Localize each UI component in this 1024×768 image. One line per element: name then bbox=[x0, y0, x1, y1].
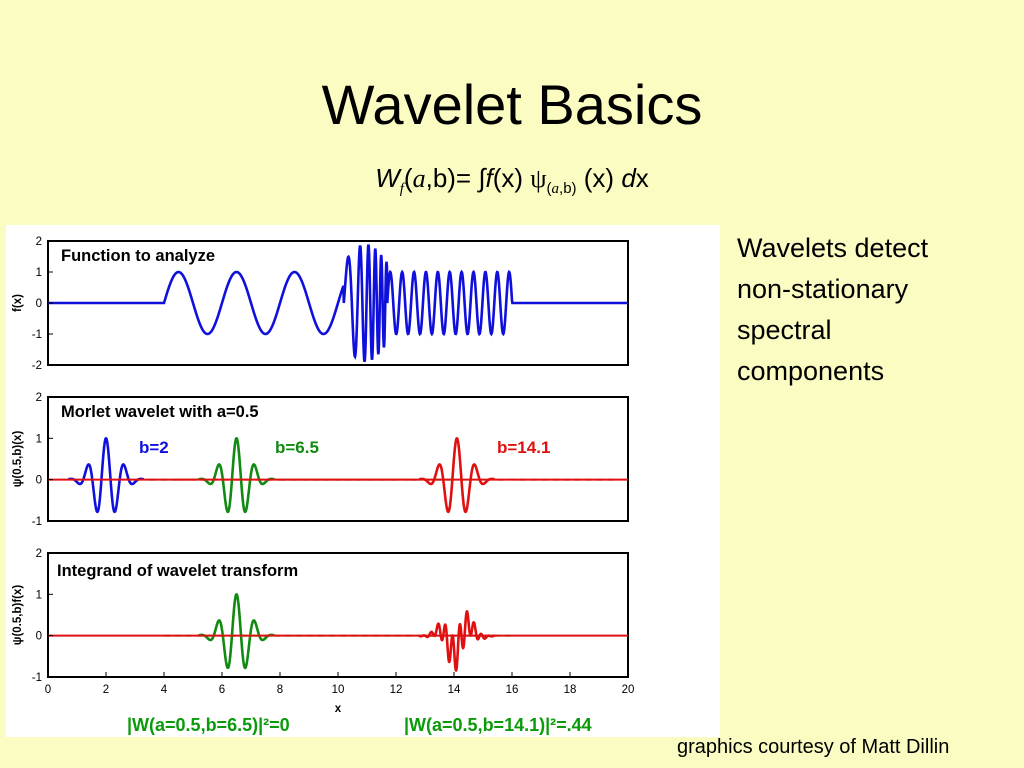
result-b-6-5: |W(a=0.5,b=6.5)|²=0 bbox=[127, 715, 290, 735]
panel-1-y-label: f(x) bbox=[12, 294, 24, 312]
panel-3-y-tick: 0 bbox=[36, 631, 42, 643]
panel-2-label: Morlet wavelet with a=0.5 bbox=[61, 403, 259, 421]
x-tick: 8 bbox=[277, 684, 283, 696]
x-tick: 16 bbox=[506, 684, 519, 696]
psi-symbol: ψ bbox=[530, 164, 547, 193]
x-tick: 14 bbox=[448, 684, 461, 696]
curves-layer bbox=[48, 244, 628, 672]
panel-3-y-tick: -1 bbox=[32, 672, 42, 684]
x-tick: 4 bbox=[161, 684, 168, 696]
formula-f: f bbox=[485, 163, 493, 193]
b-label-6-5: b=6.5 bbox=[275, 438, 319, 457]
panel-3-y-tick: 2 bbox=[36, 548, 42, 560]
formula-a: a bbox=[412, 164, 426, 193]
panel-2-y-tick: 1 bbox=[36, 433, 42, 445]
panel-1-y-tick: -2 bbox=[32, 360, 42, 372]
panel-1-y-tick: 2 bbox=[36, 236, 42, 248]
formula-W: W bbox=[375, 163, 400, 193]
integrand-b-6-5 bbox=[198, 593, 275, 670]
panel-3-y-tick: 1 bbox=[36, 589, 42, 601]
psi-sub-open: ( bbox=[546, 180, 552, 198]
panel-1-label: Function to analyze bbox=[61, 247, 215, 265]
panel-frame-2 bbox=[47, 396, 629, 522]
x-axis-label: x bbox=[335, 703, 342, 715]
function-curve bbox=[48, 244, 628, 363]
graphics-credit: graphics courtesy of Matt Dillin bbox=[677, 736, 950, 758]
side-text-line-1: Wavelets detect bbox=[737, 233, 929, 263]
result-b-14-1: |W(a=0.5,b=14.1)|²=.44 bbox=[404, 715, 592, 735]
x-tick: 0 bbox=[45, 684, 51, 696]
panel-1-y-tick: -1 bbox=[32, 329, 42, 341]
x-tick: 10 bbox=[332, 684, 345, 696]
x-tick: 6 bbox=[219, 684, 225, 696]
panel-2-y-tick: -1 bbox=[32, 516, 42, 528]
formula-b-equals: ,b)= bbox=[425, 163, 479, 193]
side-text-line-3: spectral bbox=[737, 315, 832, 345]
wavelet-b-2 bbox=[68, 437, 144, 514]
wavelet-transform-formula: Wf(a,b)= ∫f(x) ψ(a,b) (x) dx bbox=[0, 163, 1024, 198]
panel-2-y-label: ψ(0.5,b)(x) bbox=[12, 431, 24, 488]
slide-title: Wavelet Basics bbox=[321, 73, 703, 136]
formula-open-paren: ( bbox=[403, 163, 413, 193]
wavelet-b-14-1 bbox=[418, 437, 495, 514]
panel-1-y-tick: 0 bbox=[36, 298, 42, 310]
wavelet-b-6-5 bbox=[198, 437, 275, 514]
psi-sub-rest: ,b) bbox=[559, 180, 577, 198]
x-tick: 18 bbox=[564, 684, 577, 696]
side-text: Wavelets detect non-stationary spectral … bbox=[737, 228, 997, 392]
formula-x3: x bbox=[635, 163, 649, 193]
panel-3-label: Integrand of wavelet transform bbox=[57, 562, 298, 580]
formula-x2: (x) bbox=[576, 163, 622, 193]
formula-x1: (x) bbox=[492, 163, 531, 193]
wavelet-figure: 2 1 0 -1 -2 2 1 0 -1 2 1 0 -1 0 2 4 6 8 10 12 14 16 18 20 Funct… bbox=[6, 225, 720, 737]
side-text-line-4: components bbox=[737, 356, 885, 386]
panel-2-y-tick: 0 bbox=[36, 475, 42, 487]
panel-3-y-label: ψ(0.5,b)f(x) bbox=[12, 585, 24, 646]
psi-sub-a: a bbox=[551, 181, 560, 198]
b-label-2: b=2 bbox=[139, 438, 169, 457]
formula-f-subscript: f bbox=[399, 181, 404, 198]
integral-symbol: ∫ bbox=[478, 163, 486, 193]
side-text-line-2: non-stationary bbox=[737, 274, 909, 304]
b-label-14-1: b=14.1 bbox=[497, 438, 550, 457]
x-tick: 12 bbox=[390, 684, 403, 696]
panel-2-y-tick: 2 bbox=[36, 392, 42, 404]
formula-d: d bbox=[621, 163, 636, 193]
x-tick: 2 bbox=[103, 684, 109, 696]
panel-1-y-tick: 1 bbox=[36, 267, 42, 279]
x-tick: 20 bbox=[622, 684, 635, 696]
